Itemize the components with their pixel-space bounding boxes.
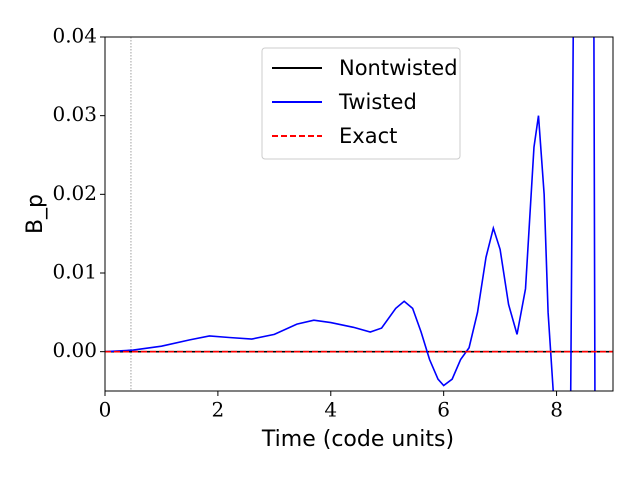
y-tick-label: 0.03 xyxy=(52,102,97,126)
legend-label: Nontwisted xyxy=(339,56,458,80)
legend-box xyxy=(261,47,461,160)
plot-frame xyxy=(104,36,614,392)
y-tick-label: 0.04 xyxy=(52,24,97,48)
legend-label: Twisted xyxy=(338,90,417,114)
x-axis-label: Time (code units) xyxy=(261,427,454,452)
series-line xyxy=(105,37,596,391)
x-tick-label: 2 xyxy=(212,398,225,422)
x-tick-label: 6 xyxy=(437,398,450,422)
legend-label: Exact xyxy=(339,124,397,148)
y-tick-label: 0.01 xyxy=(52,260,97,284)
y-tick-label: 0.02 xyxy=(52,181,97,205)
x-tick-label: 4 xyxy=(324,398,337,422)
y-axis-label: B_p xyxy=(23,194,48,234)
plot-area xyxy=(105,37,613,391)
x-tick-label: 8 xyxy=(550,398,563,422)
y-tick-label: 0.00 xyxy=(52,338,97,362)
x-tick-label: 0 xyxy=(99,398,112,422)
